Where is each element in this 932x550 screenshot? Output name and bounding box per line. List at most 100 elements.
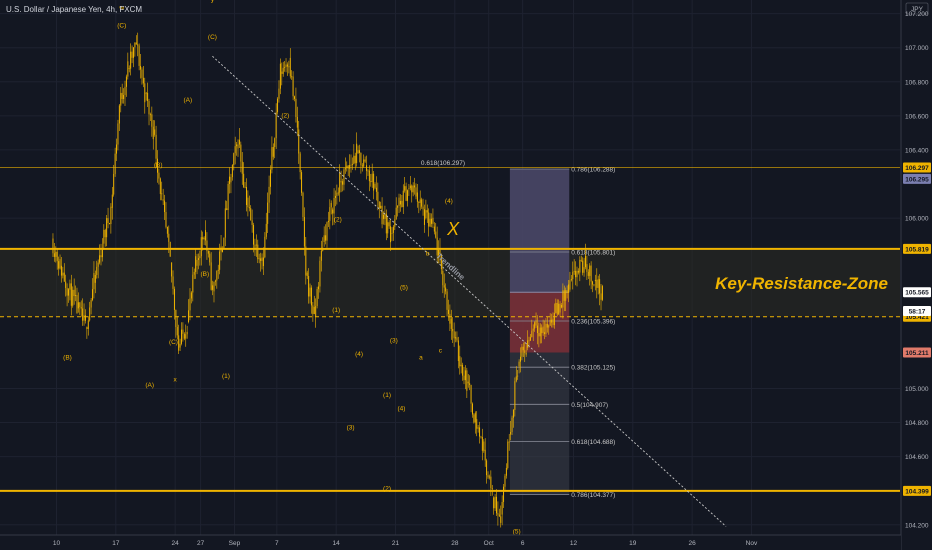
candle-body bbox=[572, 271, 574, 280]
candle-body bbox=[525, 353, 527, 355]
candle-body bbox=[196, 259, 198, 266]
candle-body bbox=[579, 259, 581, 273]
candle-body bbox=[330, 202, 332, 208]
currency-label-frame bbox=[905, 2, 929, 15]
candle-body bbox=[316, 289, 318, 307]
fib-level-label: 0.786(106.288) bbox=[571, 167, 615, 174]
candle-body bbox=[455, 337, 457, 339]
price-tag bbox=[903, 485, 931, 496]
candle-body bbox=[149, 114, 151, 116]
candle-body bbox=[402, 190, 404, 208]
candle-body bbox=[535, 320, 537, 326]
chart-title: U.S. Dollar / Japanese Yen, 4h, FXCM bbox=[6, 5, 143, 14]
candle-body bbox=[395, 207, 397, 220]
candle-body bbox=[397, 205, 399, 208]
candle-body bbox=[212, 285, 214, 290]
price-tick-label: 107.200 bbox=[905, 11, 929, 18]
candle-body bbox=[313, 307, 315, 315]
candle-body bbox=[480, 436, 482, 438]
candle-body bbox=[575, 270, 577, 278]
candle-body bbox=[217, 269, 219, 271]
candle-body bbox=[254, 244, 256, 249]
price-tick-label: 104.200 bbox=[905, 522, 929, 529]
candle-body bbox=[226, 208, 228, 211]
candle-body bbox=[587, 271, 589, 276]
candle-body bbox=[487, 475, 489, 478]
candle-body bbox=[108, 223, 110, 225]
candle-body bbox=[541, 327, 543, 334]
wave-label: (5) bbox=[400, 285, 408, 292]
candle-body bbox=[473, 414, 475, 423]
candle-body bbox=[570, 279, 572, 281]
candle-body bbox=[59, 259, 61, 269]
candle-body bbox=[206, 240, 208, 252]
candle-body bbox=[281, 71, 283, 74]
candle-body bbox=[462, 364, 464, 376]
candle-body bbox=[347, 165, 349, 169]
candle-body bbox=[63, 272, 65, 282]
candle-body bbox=[471, 403, 473, 415]
candle-body bbox=[580, 259, 582, 261]
candle-body bbox=[92, 289, 94, 301]
candle-body bbox=[495, 496, 497, 514]
candle-body bbox=[107, 218, 109, 224]
candle-body bbox=[200, 237, 202, 257]
candle-body bbox=[289, 57, 291, 77]
candle-body bbox=[421, 199, 423, 207]
candle-body bbox=[101, 247, 103, 258]
candle-body bbox=[53, 253, 55, 257]
candle-body bbox=[463, 375, 465, 381]
candle-body bbox=[600, 293, 602, 300]
candle-body bbox=[168, 233, 170, 242]
candle-body bbox=[87, 320, 89, 329]
price-levels bbox=[0, 167, 900, 492]
time-tick-label: Oct bbox=[484, 540, 494, 547]
candle-body bbox=[231, 164, 233, 178]
resistance-zone-label: Key-Resistance-Zone bbox=[715, 274, 888, 293]
candle-body bbox=[498, 514, 500, 517]
wave-label: x bbox=[174, 377, 178, 384]
candle-body bbox=[178, 335, 180, 351]
candle-body bbox=[132, 47, 134, 58]
candle-body bbox=[236, 144, 238, 147]
candle-body bbox=[469, 383, 471, 385]
candle-body bbox=[272, 147, 274, 157]
candle-body bbox=[89, 307, 91, 321]
candle-body bbox=[589, 265, 591, 276]
candle-body bbox=[438, 249, 440, 256]
price-tag bbox=[903, 287, 931, 298]
wave-label: (4) bbox=[397, 406, 405, 413]
candle-body bbox=[56, 251, 58, 262]
candle-body bbox=[257, 244, 259, 260]
candle-body bbox=[409, 185, 411, 189]
candle-body bbox=[445, 287, 447, 292]
candle-body bbox=[320, 250, 322, 261]
candle-body bbox=[209, 253, 211, 263]
candle-body bbox=[318, 286, 320, 290]
candle-body bbox=[138, 45, 140, 66]
candle-body bbox=[182, 329, 184, 334]
candle-body bbox=[429, 218, 431, 227]
candle-body bbox=[161, 193, 163, 195]
candle-body bbox=[326, 222, 328, 241]
candle-body bbox=[384, 213, 386, 219]
wave-label: (4) bbox=[355, 351, 363, 358]
candle-body bbox=[152, 126, 154, 140]
candle-body bbox=[450, 318, 452, 329]
candle-body bbox=[118, 105, 120, 124]
candle-body bbox=[336, 192, 338, 196]
candle-body bbox=[145, 92, 147, 94]
candle-body bbox=[425, 210, 427, 219]
price-tag bbox=[903, 347, 931, 358]
candle-body bbox=[340, 181, 342, 183]
candle-body bbox=[329, 207, 331, 221]
candle-body bbox=[536, 325, 538, 333]
candle-body bbox=[310, 287, 312, 306]
candle-body bbox=[601, 286, 603, 300]
candle-body bbox=[459, 356, 461, 367]
candle-body bbox=[368, 170, 370, 182]
candle-body bbox=[414, 185, 416, 188]
candle-body bbox=[524, 350, 526, 354]
candle-body bbox=[563, 290, 565, 301]
